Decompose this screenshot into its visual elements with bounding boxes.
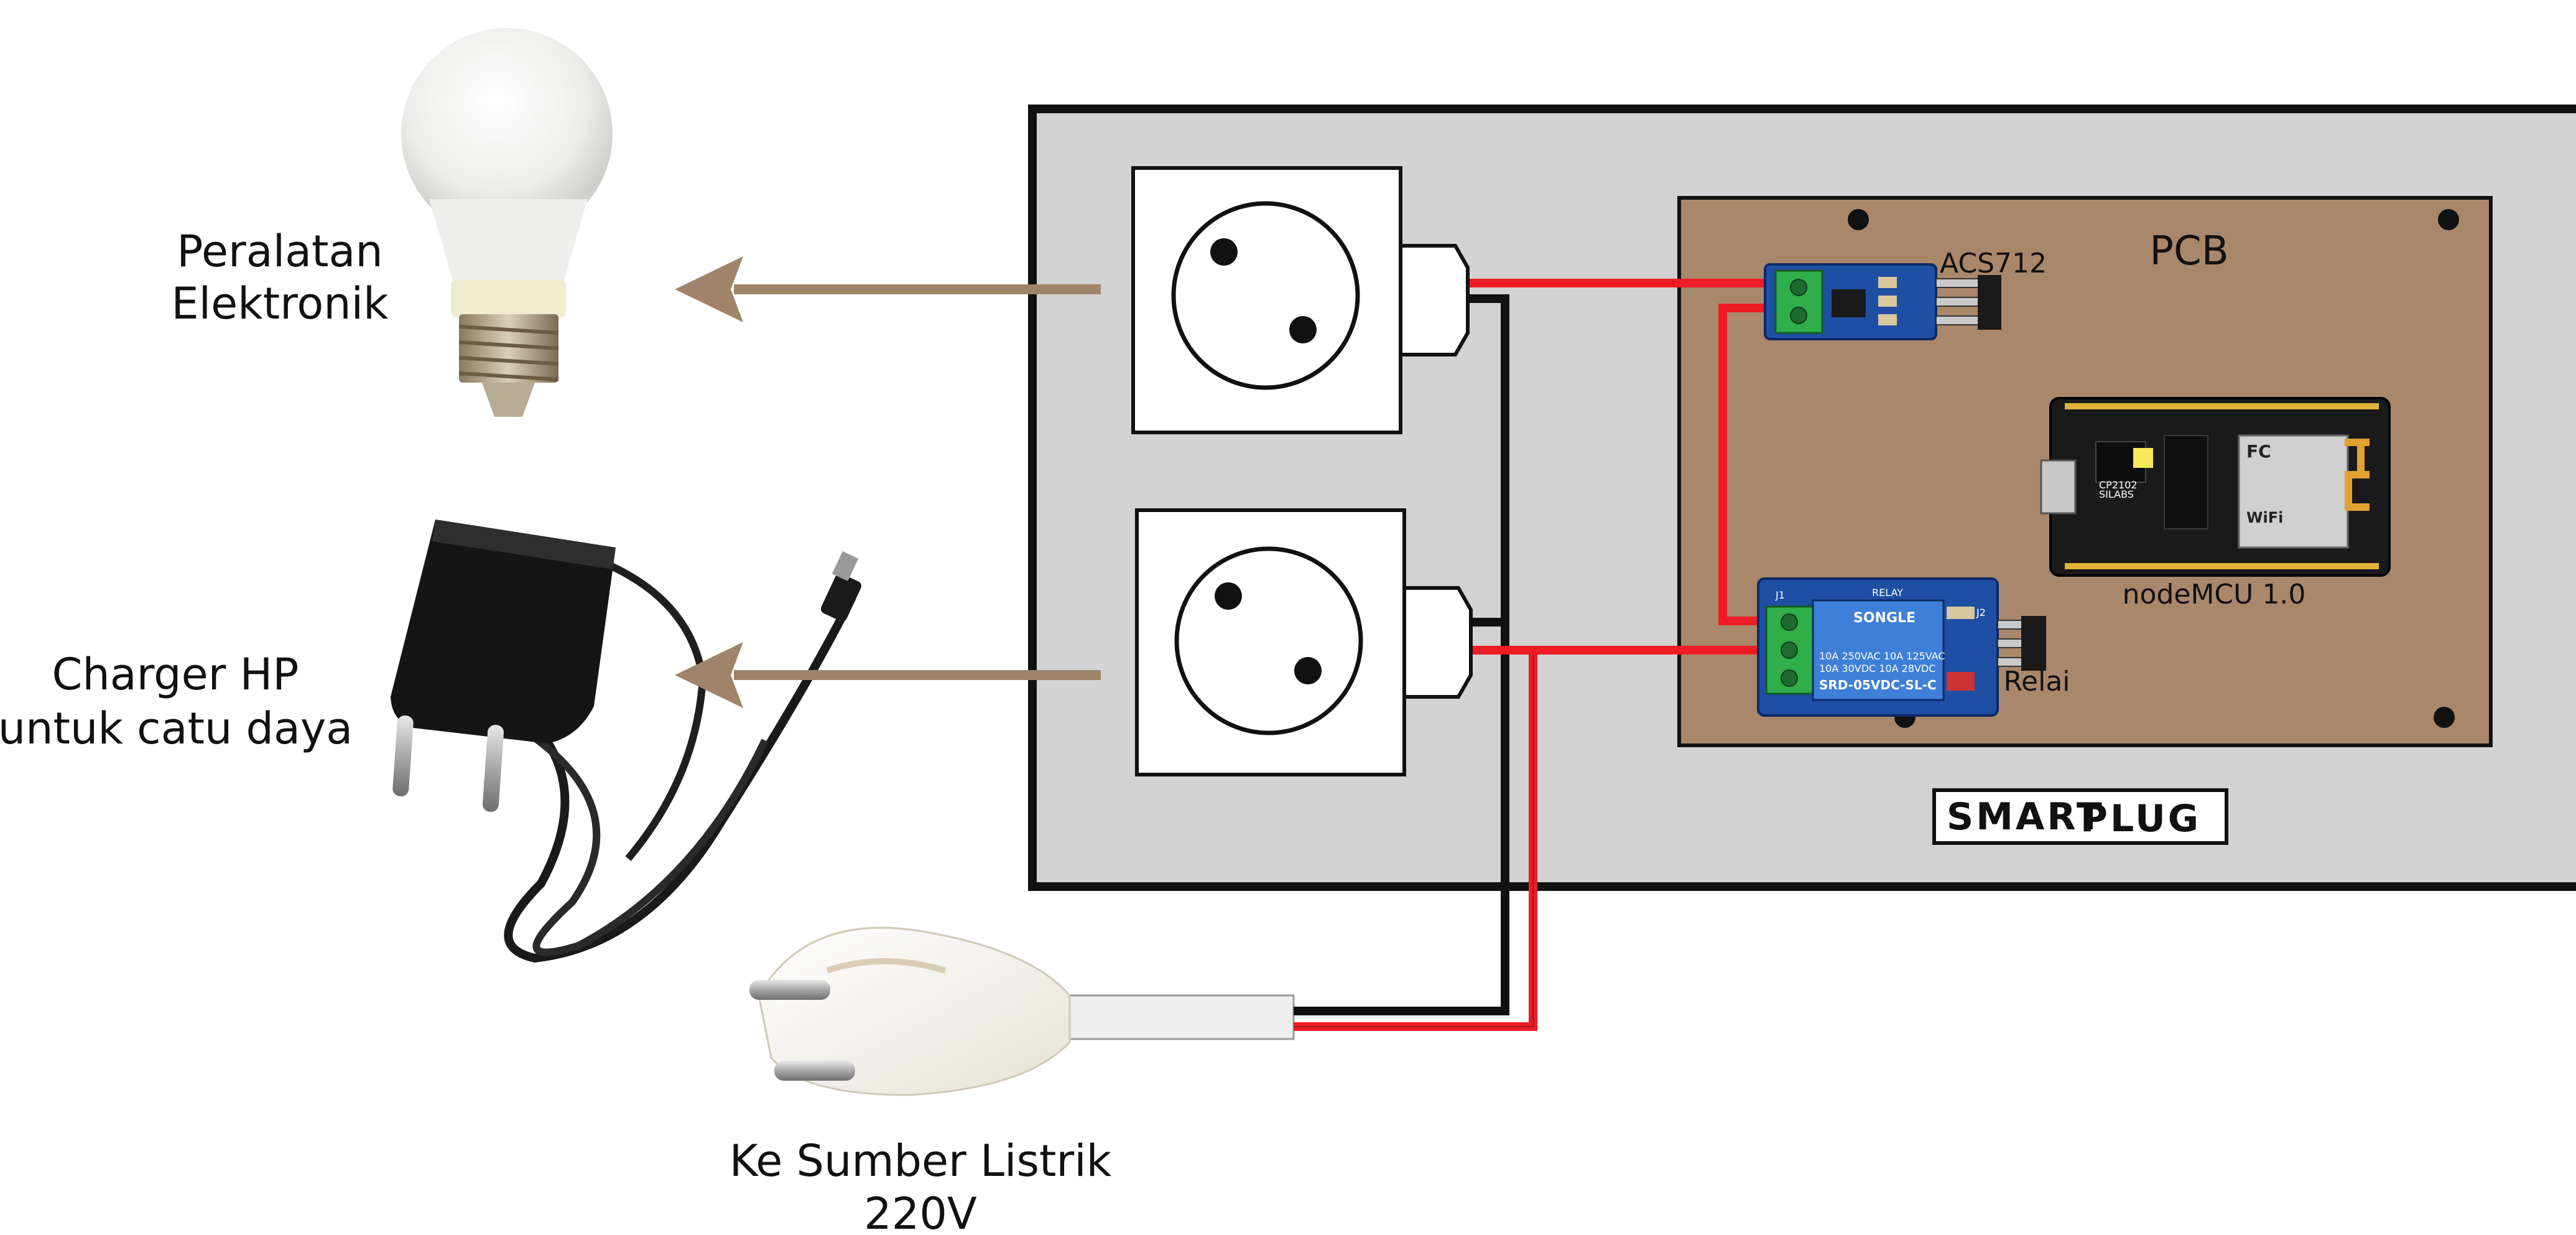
mains-plug-icon: [749, 926, 1295, 1096]
acs712-current-sensor-module: [1764, 263, 2001, 340]
relay-spec-2-mark: 10A 30VDC 10A 28VDC: [1819, 663, 1935, 674]
charger-label-line-2: untuk catu daya: [0, 703, 353, 754]
wiring: [1294, 279, 1791, 1031]
relay-header-mark: RELAY: [1872, 587, 1903, 599]
source-label-line-1: Ke Sumber Listrik: [730, 1135, 1112, 1186]
source-label-line-2: 220V: [864, 1188, 977, 1235]
mcu-wifi-mark: WiFi: [2246, 509, 2283, 526]
socket-outlet-1: [1131, 166, 1470, 434]
relay-spec-1-mark: 10A 250VAC 10A 125VAC: [1819, 650, 1945, 662]
relay-j2-mark: J2: [1976, 607, 1986, 618]
relay-j1-mark: J1: [1775, 589, 1785, 601]
relay-model-mark: SRD-05VDC-SL-C: [1819, 678, 1937, 692]
nodemcu-module: SILABS CP2102 FC WiFi: [2040, 397, 2391, 577]
light-bulb-icon: [401, 28, 613, 417]
arrow-to-charger-icon: [675, 642, 1101, 708]
mcu-fcc-mark: FC: [2246, 441, 2271, 462]
brand-smart: SMART: [1947, 795, 2105, 839]
brand-plug: PLUG: [2080, 797, 2201, 841]
relay-label: Relai: [2003, 666, 2070, 697]
relay-brand-mark: SONGLE: [1853, 610, 1916, 626]
pcb-label: PCB: [2149, 228, 2228, 274]
appliance-label-line-1: Peralatan: [177, 226, 383, 277]
phone-charger-icon: [391, 520, 862, 963]
mcu-chip-mark: CP2102: [2099, 479, 2138, 491]
smartplug-logo: SMART PLUG: [1932, 788, 2228, 845]
socket-outlet-2: [1135, 508, 1473, 776]
relay-module: RELAY J1 J2 SONGLE 10A 250VAC 10A 125VAC…: [1757, 577, 2046, 717]
arrow-to-appliance-icon: [675, 256, 1101, 322]
nodemcu-label: nodeMCU 1.0: [2123, 579, 2306, 610]
acs712-label: ACS712: [1940, 248, 2047, 279]
mcu-vendor-mark: SILABS: [2099, 488, 2134, 500]
appliance-label-line-2: Elektronik: [171, 278, 389, 329]
charger-label-line-1: Charger HP: [52, 649, 299, 700]
